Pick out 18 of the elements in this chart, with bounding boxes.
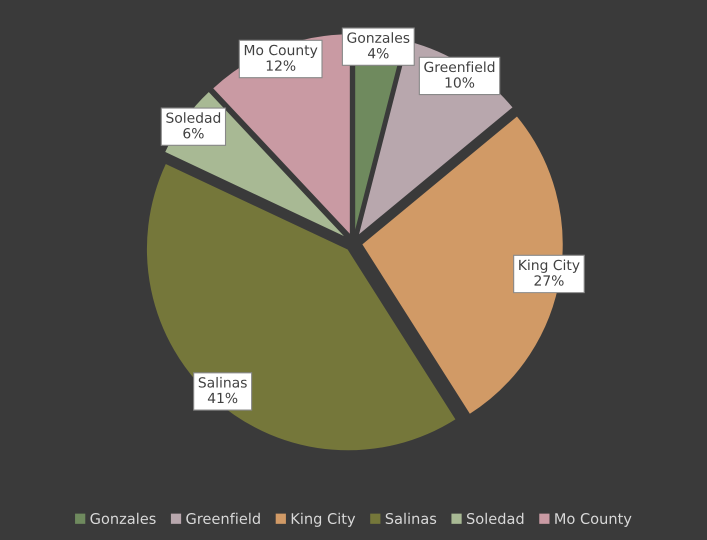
legend-label: Salinas [386, 512, 436, 524]
slice-label: Greenfield [424, 61, 494, 72]
slice-label: Gonzales [347, 32, 410, 43]
slice-label: Salinas [198, 376, 247, 388]
legend-label: Mo County [555, 513, 632, 527]
slice-label: Soledad [166, 112, 220, 123]
legend-label: Soledad [466, 512, 524, 524]
slice-label: Mo County [244, 44, 318, 58]
legend-label: Greenfield [186, 512, 260, 524]
legend-label: Gonzales [90, 512, 156, 524]
slice-label: King City [519, 259, 580, 273]
data-label: 10% [446, 77, 474, 88]
data-label: 12% [266, 60, 296, 71]
data-label: 27% [534, 275, 564, 286]
legend-label: King City [292, 512, 356, 527]
data-label: 6% [183, 128, 204, 138]
data-label: 4% [368, 48, 389, 58]
data-label: 41% [208, 392, 238, 404]
